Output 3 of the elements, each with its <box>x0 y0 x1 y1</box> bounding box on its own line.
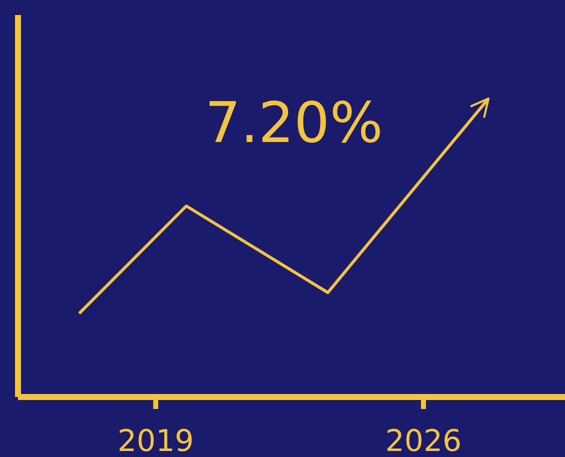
annotation: 7.20% <box>205 91 383 156</box>
x-tick-label: 2019 <box>118 424 194 457</box>
x-tick-label: 2026 <box>385 424 462 457</box>
